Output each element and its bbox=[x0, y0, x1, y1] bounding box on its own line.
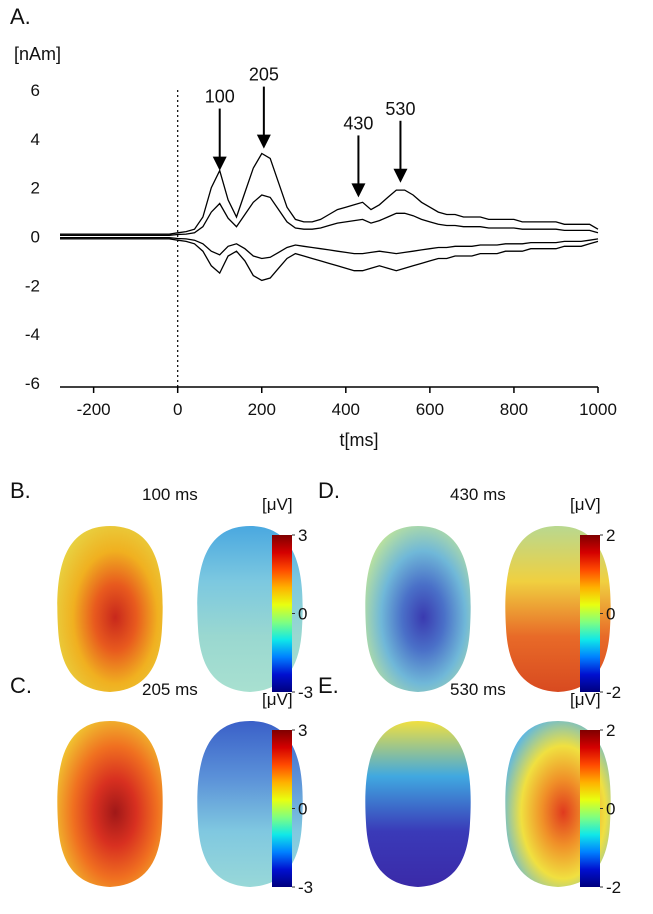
panel-label: D. bbox=[318, 478, 340, 503]
arrow-head bbox=[351, 183, 366, 198]
signal-line bbox=[60, 152, 599, 235]
panel-label: A. bbox=[10, 4, 31, 29]
colorbar-tick-label: 2 bbox=[606, 526, 615, 545]
colorbar-tick-label: 3 bbox=[298, 721, 307, 740]
signal-line bbox=[60, 238, 599, 282]
colorbar-tick-label: 3 bbox=[298, 526, 307, 545]
colorbar-tick-label: 0 bbox=[298, 800, 307, 819]
colorbar-tick-label: 0 bbox=[606, 800, 615, 819]
colorbar-tick-label: -3 bbox=[298, 878, 313, 897]
x-tick-label: 200 bbox=[248, 400, 276, 419]
x-tick-label: 0 bbox=[173, 400, 182, 419]
colorbar-label: [μV] bbox=[262, 495, 293, 514]
y-tick-label: -6 bbox=[25, 374, 40, 393]
x-tick-label: 400 bbox=[332, 400, 360, 419]
colorbar-tick-label: 0 bbox=[606, 605, 615, 624]
colorbar bbox=[580, 730, 600, 887]
panel-label: C. bbox=[10, 673, 32, 698]
arrow-head bbox=[393, 168, 408, 183]
colorbar-tick-label: -2 bbox=[606, 878, 621, 897]
colorbar-tick-label: 2 bbox=[606, 721, 615, 740]
y-tick-label: 0 bbox=[31, 228, 40, 247]
annotation-label: 430 bbox=[343, 113, 373, 133]
colorbar-label: [μV] bbox=[570, 690, 601, 709]
arrow-head bbox=[212, 156, 227, 171]
panel-title: 530 ms bbox=[450, 680, 506, 699]
panel-label: E. bbox=[318, 673, 339, 698]
colorbar-tick-label: -3 bbox=[298, 683, 313, 702]
x-tick-label: 800 bbox=[500, 400, 528, 419]
head-view bbox=[365, 526, 471, 692]
colorbar bbox=[272, 535, 292, 692]
head-view bbox=[365, 721, 471, 887]
panel-title: 430 ms bbox=[450, 485, 506, 504]
panel-label: B. bbox=[10, 478, 31, 503]
signal-line bbox=[60, 237, 599, 260]
y-axis-label: [nAm] bbox=[14, 44, 61, 64]
colorbar-label: [μV] bbox=[262, 690, 293, 709]
panel-title: 100 ms bbox=[142, 485, 198, 504]
head-view bbox=[57, 721, 163, 887]
colorbar-tick-label: 0 bbox=[298, 605, 307, 624]
x-tick-label: 600 bbox=[416, 400, 444, 419]
y-tick-label: -2 bbox=[25, 276, 40, 295]
y-tick-label: 2 bbox=[31, 179, 40, 198]
colorbar-tick-label: -2 bbox=[606, 683, 621, 702]
x-tick-label: 1000 bbox=[579, 400, 617, 419]
colorbar bbox=[580, 535, 600, 692]
y-tick-label: -4 bbox=[25, 325, 40, 344]
colorbar bbox=[272, 730, 292, 887]
y-tick-label: 6 bbox=[31, 81, 40, 100]
annotation-label: 530 bbox=[385, 99, 415, 119]
y-tick-label: 4 bbox=[31, 130, 40, 149]
head-view bbox=[57, 526, 163, 692]
x-axis-label: t[ms] bbox=[340, 430, 379, 450]
annotation-label: 100 bbox=[205, 87, 235, 107]
annotation-label: 205 bbox=[249, 65, 279, 85]
arrow-head bbox=[256, 134, 271, 149]
x-tick-label: -200 bbox=[77, 400, 111, 419]
panel-title: 205 ms bbox=[142, 680, 198, 699]
colorbar-label: [μV] bbox=[570, 495, 601, 514]
signal-line bbox=[60, 194, 599, 236]
